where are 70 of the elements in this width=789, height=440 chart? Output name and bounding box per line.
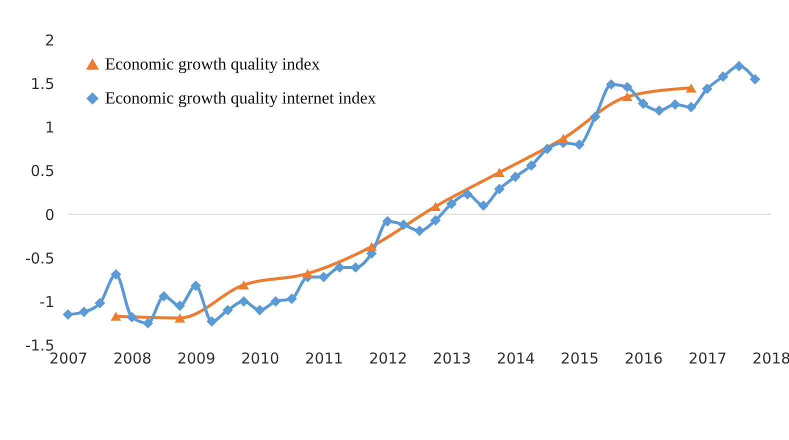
point xyxy=(622,82,632,92)
point xyxy=(654,105,664,116)
point xyxy=(574,139,585,150)
point xyxy=(62,309,74,320)
y-tick-label: 0.5 xyxy=(30,162,54,180)
x-tick-label: 2013 xyxy=(432,350,472,368)
point xyxy=(478,200,489,211)
point xyxy=(398,220,409,230)
y-tick-label: 0 xyxy=(44,206,54,224)
point xyxy=(174,300,186,312)
x-tick-label: 2011 xyxy=(305,350,344,368)
point xyxy=(606,79,616,90)
legend-label: Economic growth quality internet index xyxy=(105,88,376,108)
point xyxy=(126,312,138,322)
point xyxy=(366,242,377,252)
y-tick-label: 2 xyxy=(44,32,54,50)
y-tick-label: -0.5 xyxy=(25,249,54,268)
point xyxy=(414,226,425,236)
point xyxy=(446,198,457,210)
x-tick-label: 2007 xyxy=(49,350,88,368)
point xyxy=(110,269,122,280)
point xyxy=(494,184,505,194)
point xyxy=(750,74,760,84)
x-tick-label: 2014 xyxy=(496,350,535,368)
point xyxy=(350,262,361,273)
point xyxy=(254,304,265,316)
point xyxy=(78,306,90,318)
y-tick-label: 1.5 xyxy=(30,75,54,94)
x-tick-label: 2008 xyxy=(113,350,152,368)
point xyxy=(542,144,553,154)
point xyxy=(558,134,569,144)
point xyxy=(622,92,632,102)
point xyxy=(110,312,122,321)
y-tick-label: 1 xyxy=(44,118,54,137)
point xyxy=(206,316,218,327)
point xyxy=(702,84,712,94)
x-tick-label: 2009 xyxy=(177,350,216,368)
point xyxy=(190,280,202,291)
point xyxy=(270,296,281,307)
point xyxy=(302,269,313,278)
legend-label: Economic growth quality index xyxy=(105,54,320,74)
point xyxy=(430,215,441,226)
point xyxy=(382,216,393,226)
x-tick-label: 2010 xyxy=(241,350,280,368)
point xyxy=(462,189,473,200)
point xyxy=(94,298,106,308)
point xyxy=(222,304,234,316)
point xyxy=(174,313,186,323)
point xyxy=(718,71,728,82)
point xyxy=(286,294,297,304)
point xyxy=(238,280,249,290)
point xyxy=(590,111,600,122)
point xyxy=(334,262,345,273)
point xyxy=(670,99,680,110)
point xyxy=(734,60,744,72)
point xyxy=(510,172,521,182)
y-tick-label: -1 xyxy=(40,292,54,311)
x-tick-label: 2012 xyxy=(368,350,408,368)
x-tick-label: 2016 xyxy=(624,350,663,368)
point xyxy=(686,102,696,112)
x-tick-label: 2015 xyxy=(560,350,599,368)
point xyxy=(494,168,505,177)
point xyxy=(430,202,441,211)
point xyxy=(238,296,249,307)
point xyxy=(638,98,648,109)
x-tick-label: 2017 xyxy=(688,350,727,368)
point xyxy=(686,83,696,92)
point xyxy=(142,318,154,328)
point xyxy=(526,160,537,171)
point xyxy=(158,290,170,302)
